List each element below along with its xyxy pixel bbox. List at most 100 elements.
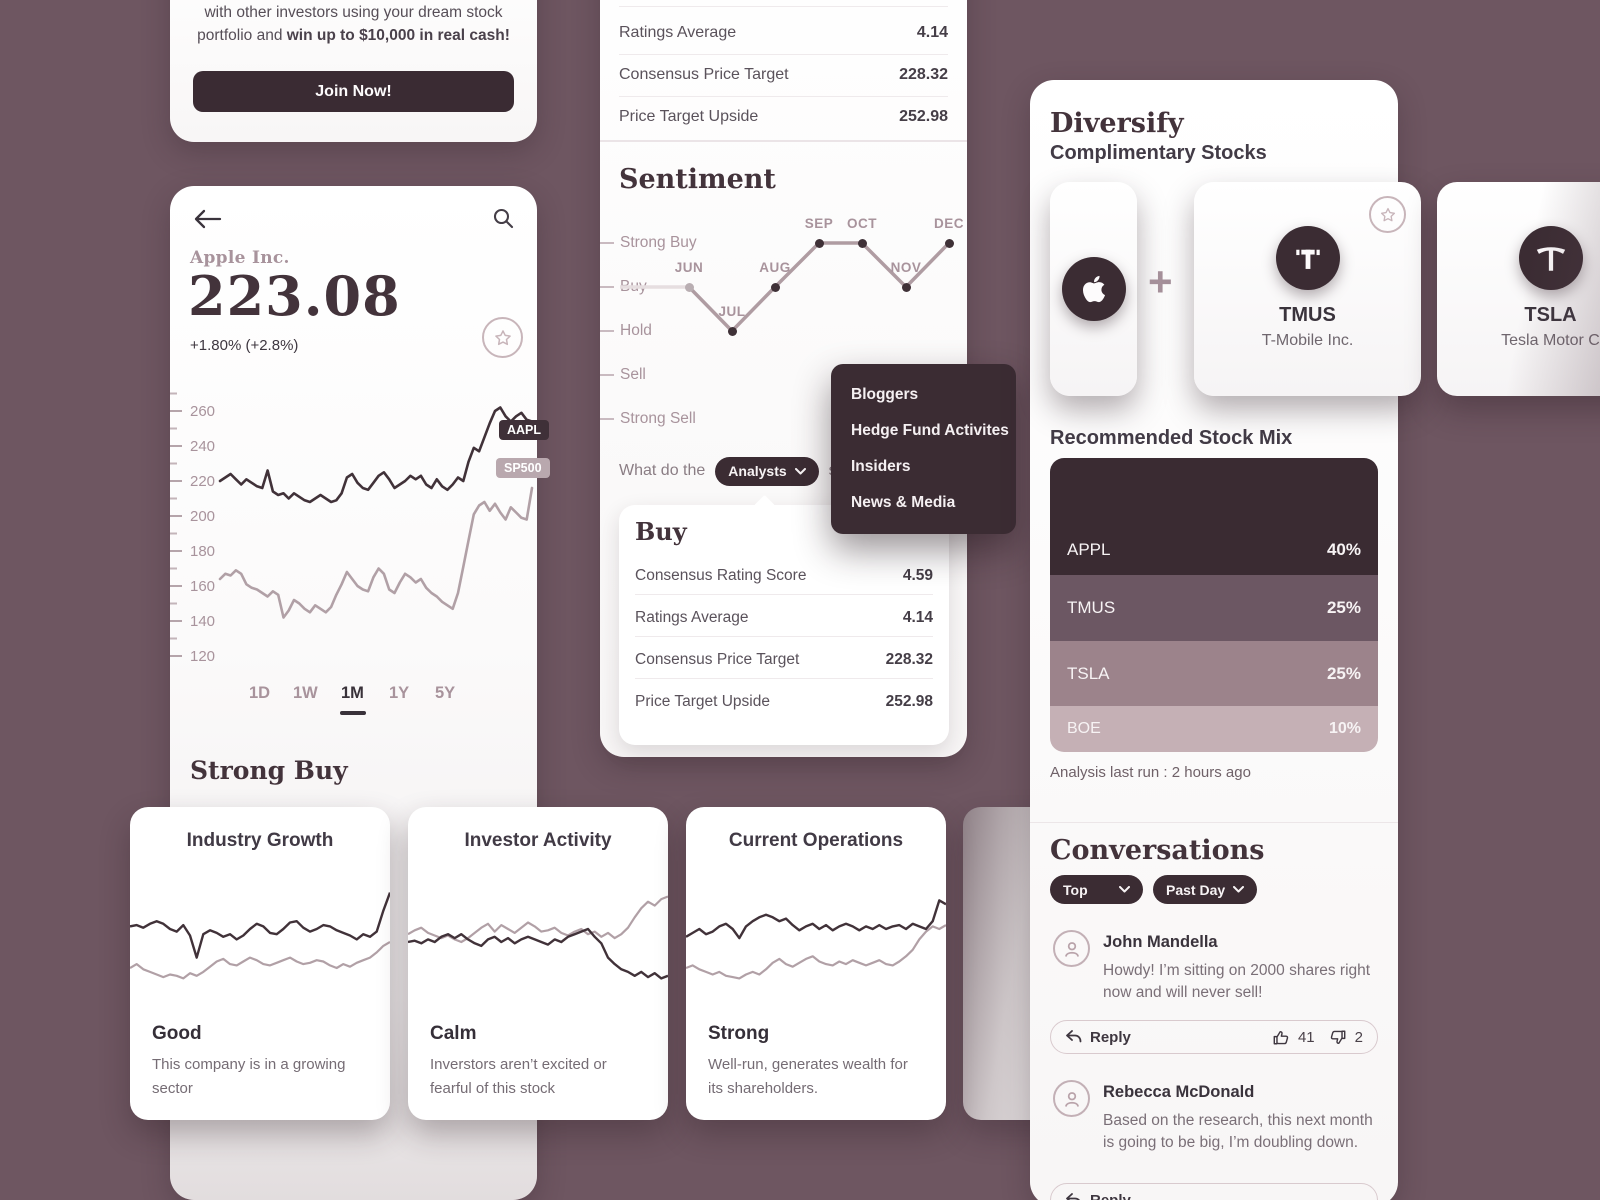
diversify-subtitle: Complimentary Stocks — [1050, 142, 1267, 164]
sentiment-point-aug — [770, 282, 780, 292]
person-icon — [1064, 941, 1079, 957]
sentiment-point-oct — [857, 238, 867, 248]
promo-card: with other investors using your dream st… — [170, 0, 537, 142]
stock-card-aapl[interactable] — [1050, 182, 1137, 396]
analysis-last-run: Analysis last run : 2 hours ago — [1050, 764, 1251, 781]
thumbs-down-icon[interactable] — [1329, 1029, 1347, 1046]
stock-change: +1.80% (+2.8%) — [190, 337, 299, 354]
stock-card-tsla[interactable]: TSLA Tesla Motor C — [1437, 182, 1600, 396]
analysts-dropdown[interactable]: Analysts — [715, 456, 819, 486]
join-now-button[interactable]: Join Now! — [193, 71, 514, 112]
chevron-down-icon — [1119, 886, 1130, 893]
favorite-star-button[interactable] — [1369, 196, 1406, 233]
range-selector: 1D 1W 1M 1Y 5Y — [170, 684, 537, 715]
mix-ticker: TSLA — [1067, 663, 1110, 683]
row-value: 228.32 — [899, 66, 948, 83]
analyst-question-row: What do the Analysts say — [619, 456, 959, 486]
y-tick-160: 160 — [190, 578, 216, 595]
section-divider — [1030, 822, 1398, 823]
promo-text-line2: portfolio and win up to $10,000 in real … — [197, 27, 510, 44]
tooltip-pointer — [753, 494, 776, 517]
y-tick-240: 240 — [190, 438, 216, 455]
factor-card-current-operations: Current Operations Strong Well-run, gene… — [686, 807, 946, 1120]
sentiment-point-nov — [901, 282, 911, 292]
comment-author: Rebecca McDonald — [1103, 1083, 1255, 1101]
row-label: Consensus Rating Score — [635, 567, 807, 584]
mix-segment-tmus: TMUS 25% — [1050, 575, 1378, 641]
sp500-line — [218, 486, 534, 619]
factor-description: Inverstors aren’t excited or fearful of … — [430, 1056, 607, 1097]
favorite-star-button[interactable] — [482, 317, 523, 358]
price-chart: 260 240 220 200 180 160 140 120 AAPL SP5… — [170, 376, 550, 668]
factor-chart — [408, 895, 668, 980]
mix-ticker: APPL — [1067, 540, 1111, 559]
y-tick-200: 200 — [190, 508, 216, 525]
sentiment-point-jul — [727, 326, 737, 336]
divider — [619, 96, 948, 97]
aapl-line — [218, 406, 534, 504]
factor-verdict: Good — [152, 1023, 202, 1044]
row-label: Consensus Price Target — [635, 651, 800, 668]
stock-card-tmus[interactable]: TMUS T-Mobile Inc. — [1194, 182, 1421, 396]
diversify-title: Diversify — [1050, 108, 1184, 139]
promo-text-bold: win up to $10,000 in real cash! — [286, 27, 510, 44]
mix-pct: 25% — [1326, 598, 1361, 617]
buy-rating-card: Buy Consensus Rating Score 4.59 Ratings … — [619, 494, 949, 745]
thumbs-up-icon[interactable] — [1272, 1029, 1290, 1046]
factor-card-investor-activity: Investor Activity Calm Inverstors aren’t… — [408, 807, 668, 1120]
range-1w[interactable]: 1W — [293, 684, 318, 702]
row-value: 4.14 — [916, 24, 948, 41]
reply-bar[interactable]: Reply — [1050, 1183, 1378, 1200]
row-label: Price Target Upside — [635, 693, 770, 710]
avatar — [1053, 930, 1090, 967]
range-5y[interactable]: 5Y — [435, 684, 456, 702]
dislikes-count: 2 — [1354, 1028, 1363, 1046]
sentiment-point-dec — [944, 238, 954, 248]
y-tick-260: 260 — [190, 403, 216, 420]
divider — [635, 678, 933, 679]
conversation-filters: Top Past Day — [1050, 875, 1258, 904]
aapl-badge: AAPL — [499, 420, 550, 440]
company-name: Apple Inc. — [190, 248, 290, 268]
factor-chart — [130, 892, 390, 980]
mix-segment-boe: BOE 10% — [1050, 706, 1378, 752]
range-1y[interactable]: 1Y — [389, 684, 410, 702]
promo-text-line1: with other investors using your dream st… — [204, 4, 503, 21]
level-tick — [600, 286, 614, 288]
row-value: 4.59 — [902, 567, 933, 584]
month-label: DEC — [933, 216, 964, 231]
timeframe-dropdown[interactable]: Past Day — [1153, 875, 1258, 904]
mix-pct: 40% — [1326, 540, 1361, 559]
range-1d[interactable]: 1D — [249, 684, 271, 702]
reply-label: Reply — [1090, 1191, 1131, 1200]
mix-pct: 10% — [1328, 720, 1361, 737]
row-label: Ratings Average — [635, 609, 749, 626]
edge-shade — [1437, 182, 1600, 396]
month-label: SEP — [804, 216, 834, 231]
back-arrow-icon[interactable] — [190, 206, 226, 232]
range-1m[interactable]: 1M — [341, 684, 364, 702]
sort-dropdown[interactable]: Top — [1050, 875, 1143, 904]
row-label: Price Target Upside — [619, 108, 759, 125]
menu-item-hedge-funds[interactable]: Hedge Fund Activites — [851, 422, 1009, 439]
chevron-down-icon — [1233, 886, 1245, 893]
price-chart-canvas — [170, 392, 534, 657]
sentiment-chart: Strong Buy Buy Hold Sell Strong Sell JUN… — [600, 208, 967, 443]
y-tick-120: 120 — [190, 648, 216, 665]
factor-chart — [686, 899, 946, 980]
reply-arrow-icon — [1066, 1193, 1080, 1200]
month-label: NOV — [890, 260, 922, 275]
row-value: 252.98 — [885, 693, 933, 710]
comment-text: Based on the research, this next month i… — [1103, 1112, 1373, 1151]
reply-bar[interactable]: Reply 41 2 — [1050, 1020, 1378, 1054]
menu-item-insiders[interactable]: Insiders — [851, 458, 911, 475]
menu-item-bloggers[interactable]: Bloggers — [851, 386, 919, 403]
row-label: Consensus Price Target — [619, 66, 789, 83]
avatar — [1053, 1080, 1090, 1117]
major-ticks — [170, 410, 182, 657]
month-label: JUN — [674, 260, 704, 275]
row-value: 4.14 — [902, 609, 933, 626]
search-icon[interactable] — [491, 206, 515, 230]
menu-item-news-media[interactable]: News & Media — [851, 494, 956, 511]
